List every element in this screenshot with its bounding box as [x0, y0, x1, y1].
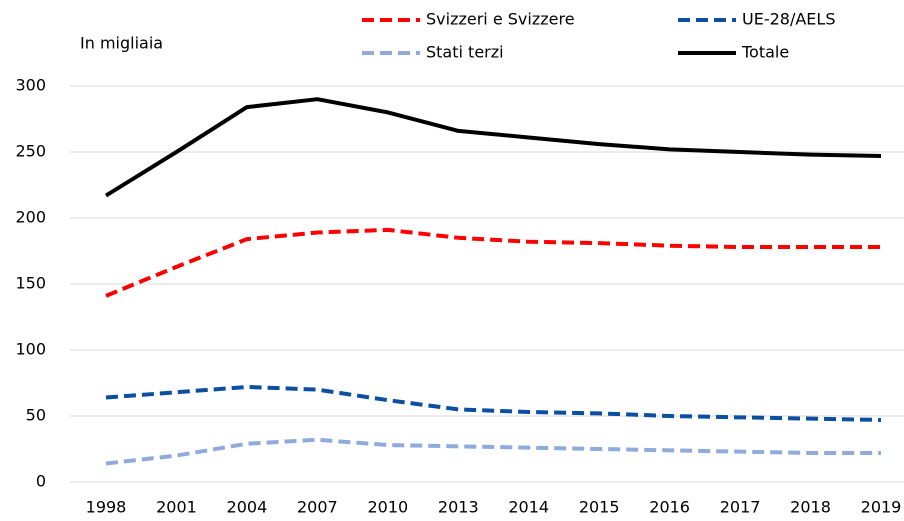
x-tick-label: 2004: [227, 498, 268, 517]
x-tick-label: 2019: [861, 498, 902, 517]
x-tick-label: 2013: [438, 498, 479, 517]
x-tick-label: 2015: [579, 498, 620, 517]
series-line: [105, 437, 881, 466]
x-tick-label: 2016: [649, 498, 690, 517]
y-tick-label: 250: [15, 142, 46, 161]
x-tick-label: 1998: [86, 498, 127, 517]
series-line: [105, 384, 882, 422]
x-tick-label: 2007: [297, 498, 338, 517]
y-tick-label: 300: [15, 76, 46, 95]
unit-annotation: In migliaia: [80, 34, 163, 53]
x-tick-label: 2001: [156, 498, 197, 517]
y-tick-label: 100: [15, 340, 46, 359]
legend-label: UE-28/AELS: [742, 10, 835, 29]
series-line: [105, 227, 881, 298]
legend-label: Stati terzi: [426, 43, 504, 62]
x-tick-label: 2014: [508, 498, 549, 517]
x-tick-label: 2018: [790, 498, 831, 517]
y-tick-label: 150: [15, 274, 46, 293]
legend-label: Svizzeri e Svizzere: [426, 10, 575, 29]
legend-label: Totale: [741, 43, 789, 62]
y-tick-label: 50: [26, 406, 46, 425]
y-tick-label: 200: [15, 208, 46, 227]
series-line: [104, 97, 882, 198]
y-tick-label: 0: [36, 472, 46, 491]
x-tick-label: 2017: [720, 498, 761, 517]
x-tick-label: 2010: [367, 498, 408, 517]
